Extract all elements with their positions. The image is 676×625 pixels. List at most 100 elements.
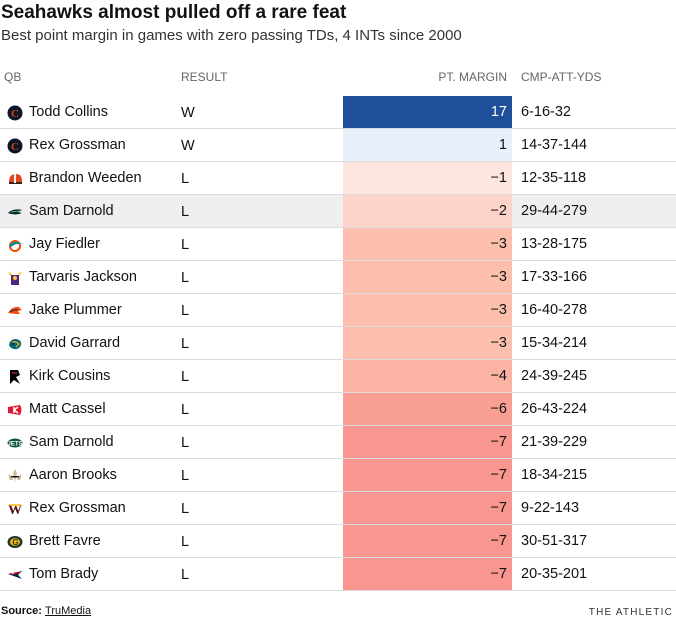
source-note: Source: TruMedia [1, 605, 91, 617]
game-result: L [181, 369, 190, 385]
table-row: G Brett Favre L −7 30-51-317 [0, 525, 676, 558]
table-row: Kirk Cousins L −4 24-39-245 [0, 360, 676, 393]
row-divider [0, 161, 676, 162]
game-result: W [181, 105, 195, 121]
margin-cell-fill [343, 228, 512, 261]
row-divider [0, 194, 676, 195]
point-margin-label: −3 [490, 236, 507, 252]
qb-name: Tom Brady [29, 566, 99, 582]
cmp-att-yds-value: 14-37-144 [521, 137, 588, 153]
game-result: L [181, 435, 190, 451]
svg-text:C: C [11, 141, 19, 153]
game-result: L [181, 336, 190, 352]
cmp-att-yds-value: 12-35-118 [521, 170, 587, 186]
bears-logo-icon: C [7, 138, 23, 154]
cmp-att-yds-value: 26-43-224 [521, 401, 588, 417]
table-row: Jay Fiedler L −3 13-28-175 [0, 228, 676, 261]
commanders-logo-icon: W [8, 503, 22, 517]
cmp-att-yds-value: 6-16-32 [521, 104, 571, 120]
qb-name: Kirk Cousins [29, 368, 111, 384]
qb-name: Brett Favre [29, 533, 101, 549]
point-margin-label: −3 [490, 302, 507, 318]
point-margin-label: 1 [498, 137, 507, 153]
cmp-att-yds-value: 30-51-317 [521, 533, 588, 549]
row-divider [0, 260, 676, 261]
margin-cell-fill [343, 492, 512, 525]
qb-name: Todd Collins [29, 104, 108, 120]
falcons-logo-icon [10, 370, 20, 384]
row-divider [0, 491, 676, 492]
cmp-att-yds-value: 18-34-215 [521, 467, 588, 483]
game-result: L [181, 468, 190, 484]
browns-logo-icon [9, 174, 22, 184]
margin-cell-fill [343, 96, 512, 129]
point-margin-label: −6 [490, 401, 507, 417]
qb-name: Aaron Brooks [29, 467, 117, 483]
row-divider [0, 557, 676, 558]
game-result: L [181, 171, 190, 187]
cmp-att-yds-value: 29-44-279 [521, 203, 588, 219]
bears-logo-icon: C [7, 105, 23, 121]
margin-cell-fill [343, 558, 512, 591]
game-result: L [181, 270, 190, 286]
row-divider [0, 392, 676, 393]
game-result: W [181, 138, 195, 154]
packers-logo-icon: G [7, 536, 23, 548]
cmp-att-yds-value: 15-34-214 [521, 335, 588, 351]
patriots-logo-icon [8, 571, 22, 579]
publisher-brand: THE ATHLETIC [588, 607, 673, 618]
game-result: L [181, 237, 190, 253]
cmp-att-yds-value: 20-35-201 [521, 566, 588, 582]
row-divider [0, 425, 676, 426]
point-margin-label: −2 [490, 203, 507, 219]
point-margin-label: −7 [490, 500, 507, 516]
qb-name: Jay Fiedler [29, 236, 100, 252]
margin-cell-fill [343, 525, 512, 558]
margin-cell-fill [343, 162, 512, 195]
jaguars-logo-icon [9, 339, 22, 350]
column-header-pt-margin: PT. MARGIN [438, 70, 507, 84]
seahawks-logo-icon [8, 209, 22, 215]
point-margin-label: −7 [490, 533, 507, 549]
jets-logo-icon: JETS [7, 438, 23, 448]
row-divider [0, 326, 676, 327]
cmp-att-yds-value: 16-40-278 [521, 302, 588, 318]
chart-subtitle: Best point margin in games with zero pas… [1, 27, 462, 44]
saints-logo-icon [8, 469, 22, 482]
row-divider [0, 128, 676, 129]
svg-text:W: W [8, 503, 22, 517]
game-result: L [181, 501, 190, 517]
game-result: L [181, 534, 190, 550]
table-row: Sam Darnold L −2 29-44-279 [0, 195, 676, 228]
point-margin-label: 17 [490, 104, 507, 120]
source-label: Source: [1, 605, 46, 617]
table-row: Tarvaris Jackson L −3 17-33-166 [0, 261, 676, 294]
game-result: L [181, 204, 190, 220]
cmp-att-yds-value: 24-39-245 [521, 368, 588, 384]
dolphins-logo-icon [9, 240, 22, 252]
qb-name: Brandon Weeden [29, 170, 142, 186]
row-divider [0, 293, 676, 294]
game-result: L [181, 567, 190, 583]
row-divider [0, 524, 676, 525]
margin-cell-fill [343, 129, 512, 162]
margin-cell-fill [343, 261, 512, 294]
point-margin-label: −4 [490, 368, 507, 384]
point-margin-label: −7 [490, 434, 507, 450]
table-row: C Rex Grossman W 1 14-37-144 [0, 129, 676, 162]
cmp-att-yds-value: 13-28-175 [521, 236, 588, 252]
table-row: Tom Brady L −7 20-35-201 [0, 558, 676, 591]
qb-name: Rex Grossman [29, 137, 126, 153]
qb-name: Matt Cassel [29, 401, 106, 417]
qb-name: Tarvaris Jackson [29, 269, 137, 285]
table-row: Jake Plummer L −3 16-40-278 [0, 294, 676, 327]
table-row: David Garrard L −3 15-34-214 [0, 327, 676, 360]
source-link[interactable]: TruMedia [45, 605, 92, 617]
table-row: Brandon Weeden L −1 12-35-118 [0, 162, 676, 195]
chiefs-logo-icon [8, 405, 22, 415]
row-divider [0, 227, 676, 228]
qb-name: Jake Plummer [29, 302, 122, 318]
point-margin-label: −3 [490, 269, 507, 285]
margin-cell-fill [343, 327, 512, 360]
cmp-att-yds-value: 17-33-166 [521, 269, 588, 285]
